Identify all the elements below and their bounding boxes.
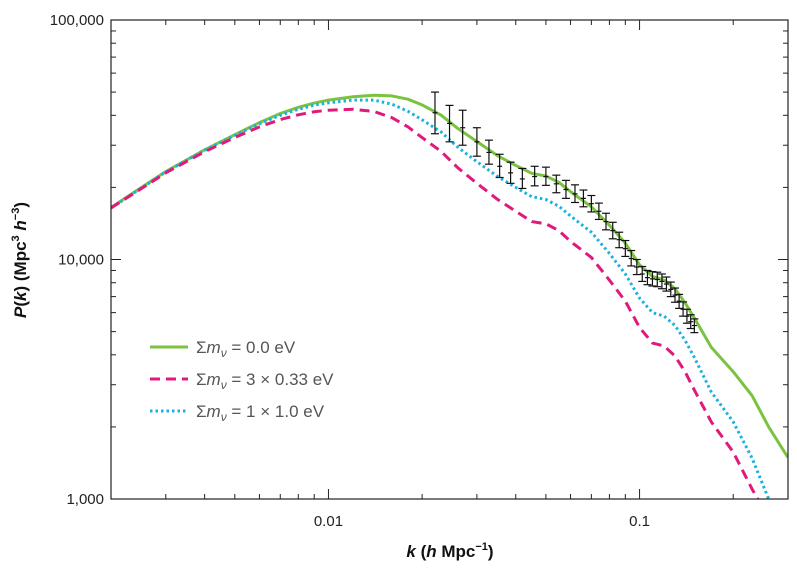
data-point [671,287,680,303]
data-point [506,161,515,184]
data-point [690,318,699,334]
data-point [530,165,539,187]
legend: Σmν = 0.0 eV Σmν = 3 × 0.33 eV Σmν = 1 ×… [150,338,334,424]
data-point [648,271,657,287]
data-point [561,179,570,199]
y-tick-label: 100,000 [50,12,104,29]
tick-label-layer: 0.01 0.1 1,000 10,000 100,000 [50,12,650,530]
data-point [615,231,624,249]
data-point [445,104,454,143]
x-tick-label: 0.01 [314,513,343,530]
data-point [552,174,561,194]
legend-label-3x033: Σmν = 3 × 0.33 eV [196,370,334,392]
data-point [621,239,630,258]
y-axis-title: P(k) (Mpc3 h−3) [10,202,30,318]
series-line-1 [111,107,760,499]
data-point [518,167,527,190]
y-tick-label: 10,000 [58,252,104,269]
data-point [601,212,610,231]
data-point [472,127,481,157]
data-point [570,184,579,204]
ticks-layer [110,19,789,500]
x-tick-label: 0.1 [629,513,650,530]
data-point [638,265,647,283]
y-tick-label: 1,000 [66,491,104,508]
data-point [682,308,691,324]
data-point [627,249,636,267]
series-line-0 [111,93,788,459]
series-line-2 [111,98,771,499]
data-point [587,194,596,213]
data-point [579,189,588,208]
data-point [484,139,493,165]
data-point [594,202,603,221]
series-layer [111,93,788,499]
data-point [666,281,675,298]
legend-label-1x10: Σmν = 1 × 1.0 eV [196,402,325,424]
data-point [662,276,671,292]
data-point [495,153,504,179]
data-point [657,273,666,290]
data-point [608,221,617,240]
data-point [643,269,652,286]
data-point [686,314,695,330]
legend-label-massless: Σmν = 0.0 eV [196,338,296,360]
data-point [541,166,550,186]
data-point [458,109,467,146]
data-point [430,91,439,135]
plot-frame [110,19,789,500]
x-axis-title: k (h Mpc−1) [406,541,493,561]
errorbar-layer [430,91,699,334]
data-point [653,271,662,288]
